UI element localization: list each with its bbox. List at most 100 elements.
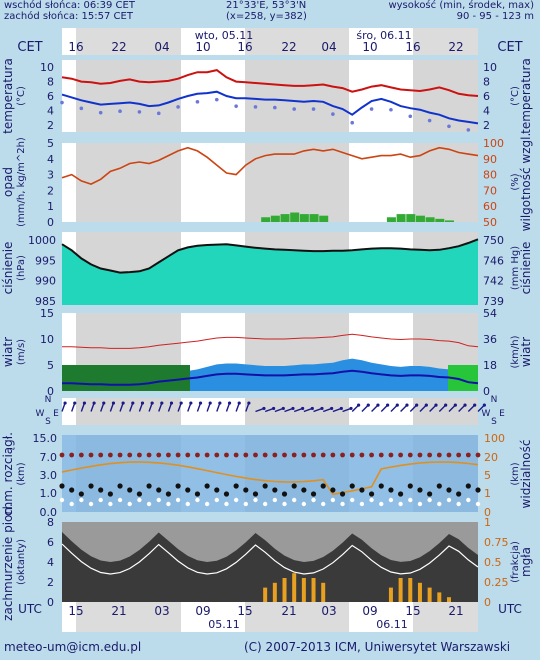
bottom-hour-label: 21 bbox=[111, 604, 126, 618]
visibility-tick-right: 0 bbox=[484, 506, 491, 519]
humidity-tick-right: 50 bbox=[483, 216, 497, 229]
cloud-low-dot bbox=[175, 497, 181, 503]
cloud-base-dot bbox=[262, 483, 268, 489]
cloud-low-dot bbox=[127, 501, 132, 507]
temperature-dot bbox=[311, 107, 316, 111]
right-axis-unit: (km/h) bbox=[510, 335, 521, 368]
cloud-top-dot bbox=[291, 452, 297, 458]
temperature-max-line bbox=[61, 69, 479, 97]
cloud-top-dot bbox=[456, 452, 462, 458]
left-axis-title: opad bbox=[1, 167, 15, 197]
clouds-tick-left: 2 bbox=[47, 576, 54, 589]
cloud-low-dot bbox=[466, 497, 471, 503]
bottom-hour-label: 21 bbox=[448, 604, 463, 618]
cloud-base-dot bbox=[136, 491, 142, 497]
compass-s-left: S bbox=[45, 417, 51, 427]
cloud-low-dot bbox=[379, 501, 384, 507]
cloud-top-dot bbox=[78, 452, 84, 458]
fog-tick-right: 0.5 bbox=[484, 556, 502, 569]
cloud-base-dot bbox=[291, 483, 297, 489]
cloud-base-dot bbox=[156, 487, 162, 493]
panel-night-band bbox=[413, 143, 478, 222]
wind-arrowhead bbox=[301, 406, 305, 411]
temperature-dot bbox=[427, 118, 432, 123]
panel-night-band bbox=[245, 398, 349, 425]
cloud-low-dot bbox=[388, 497, 394, 503]
cloud-low-dot bbox=[301, 501, 307, 507]
fog-bar bbox=[272, 582, 277, 602]
temperature-dot bbox=[331, 112, 335, 116]
cloud-low-dot bbox=[417, 501, 423, 507]
bottom-hour-label: 21 bbox=[281, 604, 296, 618]
cloud-low-dot bbox=[69, 501, 74, 507]
cloudbase-tick-left: 1.0 bbox=[40, 487, 58, 500]
cloud-low-dot bbox=[340, 501, 345, 507]
humidity-tick-right: 80 bbox=[483, 169, 497, 182]
pressure-tick-left: 990 bbox=[35, 275, 56, 288]
timezone-top-left: CET bbox=[17, 40, 42, 55]
bottom-hour-label: 15 bbox=[68, 604, 83, 618]
wind-arrowhead bbox=[330, 406, 334, 411]
cloud-low-dot bbox=[224, 501, 229, 507]
cloud-base-dot bbox=[349, 483, 355, 489]
cloud-top-dot bbox=[214, 452, 220, 458]
wind-arrowhead bbox=[73, 401, 77, 405]
sunset-text: zachód słońca: 15:57 CET bbox=[4, 11, 133, 22]
grid-text: (x=258, y=382) bbox=[226, 11, 307, 22]
temperature-dot bbox=[118, 109, 122, 113]
right-axis-unit: (°C) bbox=[510, 86, 521, 106]
sunrise-text: wschód słońca: 06:39 CET bbox=[4, 0, 135, 11]
cloud-top-dot bbox=[320, 452, 326, 458]
cloud-base-dot bbox=[59, 483, 65, 489]
precip-bar bbox=[270, 215, 280, 222]
cloud-top-dot bbox=[166, 452, 171, 458]
wind-arrowhead bbox=[102, 401, 106, 405]
left-axis-title: zachmurzenie pion. bbox=[1, 503, 15, 621]
left-axis-unit: (oktanty) bbox=[16, 539, 27, 585]
cloud-low-dot bbox=[350, 497, 355, 503]
left-axis-unit: (°C) bbox=[16, 86, 27, 106]
cloud-low-dot bbox=[204, 501, 210, 507]
wind-tick-left: 5 bbox=[47, 359, 54, 372]
compass-w-right: W bbox=[482, 409, 491, 419]
wind-arrowhead bbox=[227, 401, 232, 405]
cloud-top-dot bbox=[340, 452, 345, 458]
wind-arrowhead bbox=[111, 401, 116, 405]
cloud-base-dot bbox=[388, 487, 394, 493]
bottom-hour-label: 15 bbox=[405, 604, 420, 618]
cloud-base-dot bbox=[398, 491, 404, 497]
cloud-low-dot bbox=[311, 497, 316, 503]
pressure-area bbox=[62, 239, 478, 305]
compass-n-right: N bbox=[491, 395, 498, 405]
cloud-low-dot bbox=[272, 497, 278, 503]
right-axis-title: ciśnienie bbox=[519, 242, 533, 295]
precip-tick-left: 1 bbox=[47, 200, 54, 213]
cloud-top-dot bbox=[417, 452, 423, 458]
wind-arrowhead bbox=[179, 401, 183, 405]
temperature-dot bbox=[253, 105, 258, 109]
fog-bar bbox=[398, 578, 403, 602]
wind-tick-left: 0 bbox=[47, 385, 54, 398]
precip-tick-left: 5 bbox=[47, 137, 54, 150]
fog-bar bbox=[446, 597, 451, 602]
cloud-top-dot bbox=[156, 452, 162, 458]
precip-bar bbox=[319, 215, 329, 222]
fog-tick-right: 0.25 bbox=[484, 576, 509, 589]
wind-arrowhead bbox=[349, 406, 353, 411]
cloud-base-dot bbox=[368, 491, 375, 497]
timezone-bottom-right: UTC bbox=[498, 602, 522, 616]
humidity-tick-right: 60 bbox=[483, 200, 497, 213]
top-date-label: śro, 06.11 bbox=[356, 29, 411, 42]
precip-bar bbox=[425, 217, 435, 222]
temperature-dot bbox=[60, 100, 64, 105]
bottom-hour-label: 15 bbox=[237, 604, 252, 618]
wind-arrowhead bbox=[482, 403, 486, 407]
contact-email[interactable]: meteo-um@icm.edu.pl bbox=[4, 640, 142, 654]
wind-arrowhead bbox=[140, 401, 145, 405]
cloud-top-dot bbox=[127, 452, 133, 458]
cloud-top-dot bbox=[243, 452, 249, 458]
wind-arrowhead bbox=[320, 406, 324, 411]
right-axis-title: wiatr bbox=[519, 337, 533, 367]
temperature-tick-left: 6 bbox=[47, 90, 54, 103]
